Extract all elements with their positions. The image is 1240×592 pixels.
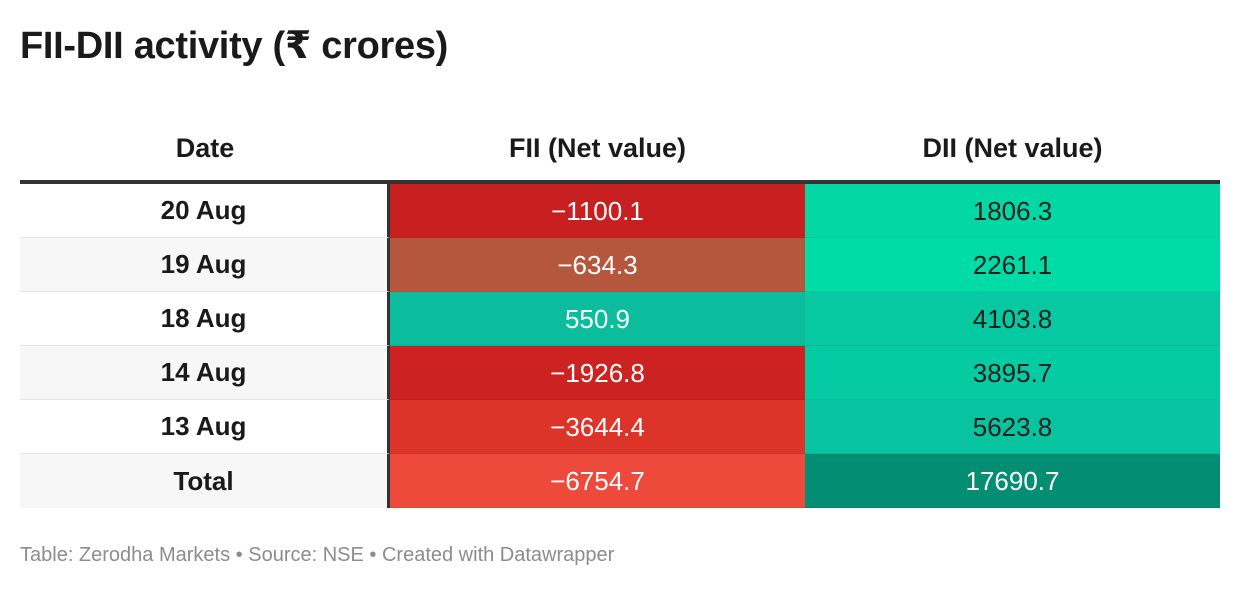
column-header-dii[interactable]: DII (Net value) [922,132,1103,163]
table-row: 18 Aug 550.9 4103.8 [20,292,1220,346]
footer-separator: • [363,544,382,566]
date-cell: 13 Aug [20,400,390,454]
column-header-date[interactable]: Date [175,132,235,163]
dii-value-cell: 3895.7 [805,346,1220,400]
date-cell: Total [20,454,390,508]
table-body: 20 Aug −1100.1 1806.3 19 Aug −634.3 2261.1 18 … [20,184,1220,508]
date-cell: 18 Aug [20,292,390,346]
date-cell: 20 Aug [20,184,390,238]
dii-value-cell: 17690.7 [805,454,1220,508]
page-title: FII-DII activity (₹ crores) [20,25,449,67]
table-row: 13 Aug −3644.4 5623.8 [20,400,1220,454]
chart-footer: Table: Zerodha Markets • Source: NSE • C… [20,544,614,567]
table-header-row: Date FII (Net value) DII (Net value) [20,116,1220,184]
table-row: 14 Aug −1926.8 3895.7 [20,346,1220,400]
fii-value-cell: −1926.8 [390,346,805,400]
table-row: 19 Aug −634.3 2261.1 [20,238,1220,292]
fii-value-cell: −1100.1 [390,184,805,238]
fii-value-cell: 550.9 [390,292,805,346]
dii-value-cell: 1806.3 [805,184,1220,238]
fii-value-cell: −6754.7 [390,454,805,508]
footer-separator: • [230,544,249,566]
date-cell: 19 Aug [20,238,390,292]
footer-credit: Created with Datawrapper [381,544,615,566]
fii-value-cell: −634.3 [390,238,805,292]
dii-value-cell: 5623.8 [805,400,1220,454]
footer-table-label: Table: Zerodha Markets [20,544,231,566]
date-cell: 14 Aug [20,346,390,400]
dii-value-cell: 2261.1 [805,238,1220,292]
footer-source: Source: NSE [248,544,364,566]
dii-value-cell: 4103.8 [805,292,1220,346]
fii-value-cell: −3644.4 [390,400,805,454]
table-row-total: Total −6754.7 17690.7 [20,454,1220,508]
table-row: 20 Aug −1100.1 1806.3 [20,184,1220,238]
data-table: Date FII (Net value) DII (Net value) 20 … [20,116,1220,508]
column-header-fii[interactable]: FII (Net value) [508,132,687,163]
